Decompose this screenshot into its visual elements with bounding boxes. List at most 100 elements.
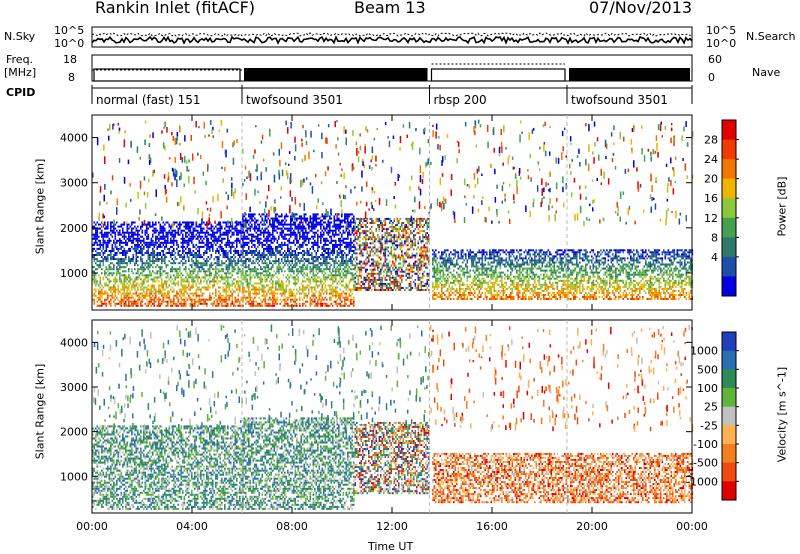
power-cell <box>392 289 394 291</box>
power-cell <box>228 243 231 246</box>
power-cell <box>282 219 285 222</box>
power-cell <box>101 250 103 252</box>
power-cell <box>309 254 312 256</box>
power-cell <box>303 296 306 299</box>
power-cell <box>111 235 114 238</box>
power-cell <box>393 284 396 287</box>
power-cell <box>197 300 199 303</box>
power-cell <box>347 254 349 256</box>
power-cell <box>318 223 321 226</box>
power-cell <box>219 294 222 297</box>
power-cell <box>326 268 328 271</box>
power-cell <box>303 231 306 234</box>
power-cell <box>225 250 228 252</box>
power-cell <box>317 243 319 246</box>
power-cell <box>351 254 354 256</box>
power-cell <box>92 237 94 240</box>
power-cell <box>234 260 237 263</box>
power-cell <box>353 288 355 291</box>
power-cell <box>107 270 109 273</box>
power-cell <box>167 300 169 303</box>
power-cell <box>243 219 246 222</box>
power-cell <box>353 233 355 236</box>
power-cell <box>249 290 252 293</box>
power-cell <box>246 229 249 232</box>
power-cell <box>329 217 331 220</box>
power-cell <box>252 219 255 222</box>
nsky-tick-high: 10^5 <box>54 24 85 37</box>
power-cell <box>333 229 336 232</box>
power-cell <box>335 219 337 222</box>
power-cell <box>353 304 355 307</box>
power-cell <box>132 258 135 261</box>
power-cell <box>213 235 216 238</box>
power-cell <box>201 262 204 265</box>
power-cell <box>153 254 156 256</box>
power-cell <box>93 243 96 246</box>
power-cell <box>96 254 99 256</box>
power-cell <box>197 237 199 240</box>
power-cell <box>264 239 267 242</box>
power-cell <box>323 276 325 279</box>
power-cell <box>308 284 310 287</box>
power-cell <box>135 233 138 236</box>
power-cell <box>210 243 213 246</box>
power-cell <box>242 282 244 285</box>
power-cell <box>135 247 138 250</box>
power-cell <box>264 227 267 230</box>
power-cell <box>173 300 175 303</box>
power-cell <box>323 270 325 273</box>
power-cell <box>180 272 183 275</box>
power-cell <box>117 290 120 293</box>
power-cell <box>266 227 268 230</box>
power-cell <box>332 231 334 234</box>
power-cell <box>93 276 96 279</box>
power-cell <box>236 288 238 291</box>
power-cell <box>123 270 126 273</box>
power-cell <box>345 288 348 291</box>
power-cell <box>173 221 175 224</box>
power-cell <box>104 292 106 295</box>
power-cell <box>330 298 333 301</box>
power-cell <box>374 287 376 289</box>
power-cell <box>312 278 315 281</box>
power-cell <box>359 260 361 263</box>
power-cell <box>215 270 217 273</box>
power-cell <box>170 268 172 271</box>
power-cell <box>182 237 184 240</box>
power-cell <box>369 268 372 271</box>
power-cell <box>336 245 339 248</box>
power-cell <box>129 235 132 238</box>
power-cell <box>197 278 199 281</box>
power-cell <box>372 246 375 249</box>
power-cell <box>215 252 217 254</box>
power-cell <box>308 250 310 252</box>
power-cell <box>119 302 121 305</box>
power-cell <box>248 266 250 269</box>
power-cell <box>203 286 205 289</box>
power-cell <box>354 240 357 243</box>
power-cell <box>351 268 354 271</box>
power-cell <box>350 258 352 261</box>
cpid-segment-label-0: normal (fast) 151 <box>96 93 200 107</box>
power-cell <box>354 289 357 291</box>
power-cell <box>318 221 321 224</box>
power-cell <box>110 233 112 236</box>
power-cell <box>230 262 232 265</box>
power-cell <box>192 221 195 224</box>
power-cell <box>212 250 214 252</box>
power-cell <box>399 226 402 228</box>
power-cell <box>93 298 96 301</box>
power-cell <box>282 237 285 240</box>
power-cell <box>186 225 189 228</box>
power-cell <box>107 274 109 277</box>
power-cell <box>219 231 222 234</box>
power-cell <box>299 225 301 228</box>
power-cell <box>237 266 240 269</box>
power-cell <box>129 304 132 307</box>
power-cell <box>387 254 390 257</box>
power-cell <box>314 213 316 216</box>
power-cell <box>294 254 297 256</box>
power-cell <box>267 288 270 291</box>
power-cell <box>317 217 319 220</box>
